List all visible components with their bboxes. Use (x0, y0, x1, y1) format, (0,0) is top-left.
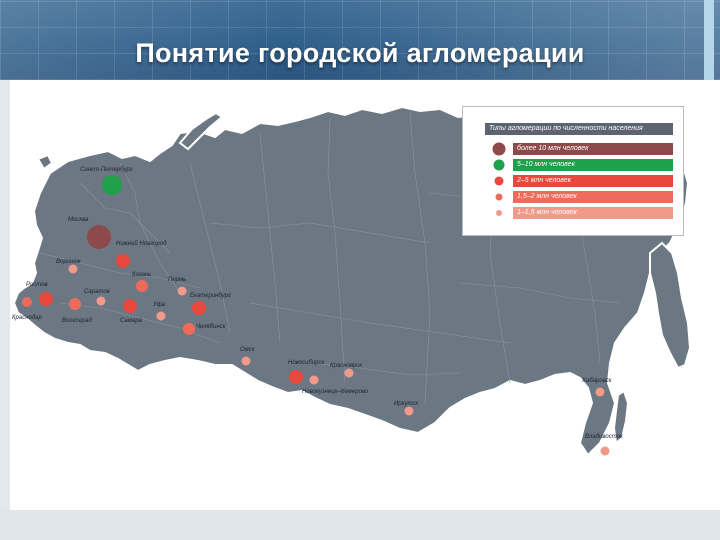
city-dot-samara[interactable] (123, 299, 137, 313)
kaliningrad-exclave (36, 153, 54, 171)
city-dot-irkutsk[interactable] (404, 406, 414, 416)
city-markers: Санкт-Петербург Москва Нижний Новгород В… (12, 167, 624, 456)
city-label-khabarovsk: Хабаровск (581, 378, 613, 384)
city-label-voronezh: Воронеж (56, 259, 82, 265)
city-label-perm: Пермь (168, 277, 186, 283)
city-dot-voronezh[interactable] (68, 264, 78, 274)
city-dot-yekaterinburg[interactable] (192, 301, 206, 315)
city-label-volgograd: Волгоград (62, 318, 92, 324)
footer-band (0, 510, 720, 540)
city-label-krasnoyarsk: Красноярск (330, 363, 363, 369)
city-dot-chelyabinsk[interactable] (183, 323, 195, 335)
city-label-vladivostok: Владивосток (585, 434, 624, 440)
legend-title: Типы агломерации по численности населени… (485, 123, 673, 135)
city-dot-kazan[interactable] (136, 280, 148, 292)
legend-dot (496, 210, 502, 216)
city-label-chelyabinsk: Челябинск (196, 324, 227, 330)
title-banner: Понятие городской агломерации (0, 0, 720, 80)
city-dot-novosibirsk[interactable] (289, 370, 303, 384)
legend-dot (493, 159, 505, 171)
sakhalin-island (612, 389, 630, 445)
legend-item-5-10m: 5–10 млн человек (485, 159, 675, 171)
city-label-saint-petersburg: Санкт-Петербург (80, 167, 133, 173)
legend-item-2-5m: 2–5 млн человек (485, 175, 675, 187)
city-dot-novokuznetsk[interactable] (309, 375, 319, 385)
city-dot-khabarovsk[interactable] (595, 387, 605, 397)
city-label-novokuznetsk: Новокузнецк–Кемерово (302, 389, 369, 395)
city-dot-saint-petersburg[interactable] (102, 175, 122, 195)
legend-item-1-5-2m: 1,5–2 млн человек (485, 191, 675, 203)
banner-accent-stripe (704, 0, 714, 80)
legend-item-label: более 10 млн человек (513, 143, 673, 155)
city-label-nizhny-novgorod: Нижний Новгород (116, 240, 167, 247)
slide-title: Понятие городской агломерации (135, 38, 585, 68)
city-dot-vladivostok[interactable] (600, 446, 610, 456)
legend-item-1-1-5m: 1–1,5 млн человек (485, 207, 675, 219)
banner-map-texture (0, 0, 720, 80)
banner-highlight (0, 0, 720, 80)
kamchatka-peninsula (649, 241, 692, 370)
city-label-moscow: Москва (68, 217, 89, 223)
city-label-omsk: Омск (240, 347, 256, 353)
city-label-kazan: Казань (132, 272, 151, 278)
legend-dot (494, 176, 504, 186)
city-label-krasnodar: Краснодар (12, 315, 43, 321)
legend-item-label: 1–1,5 млн человек (513, 207, 673, 219)
legend-item-label: 5–10 млн человек (513, 159, 673, 171)
city-label-novosibirsk: Новосибирск (288, 360, 325, 366)
city-dot-krasnodar[interactable] (22, 297, 32, 307)
city-label-ufa: Уфа (152, 302, 166, 308)
city-dot-nizhny-novgorod[interactable] (116, 254, 130, 268)
city-dot-krasnoyarsk[interactable] (344, 368, 354, 378)
legend-item-10m-plus: более 10 млн человек (485, 142, 675, 156)
city-dot-perm[interactable] (177, 286, 187, 296)
legend-dot (492, 142, 506, 156)
left-side-bar (0, 80, 10, 510)
city-label-rostov: Ростов (26, 282, 48, 288)
legend-item-label: 2–5 млн человек (513, 175, 673, 187)
legend-item-label: 1,5–2 млн человек (513, 191, 673, 203)
city-dot-volgograd[interactable] (69, 298, 81, 310)
city-dot-rostov[interactable] (39, 292, 53, 306)
map-legend: Типы агломерации по численности населени… (462, 106, 684, 236)
city-dot-saratov[interactable] (96, 296, 106, 306)
city-label-samara: Самара (120, 318, 143, 324)
city-dot-moscow[interactable] (87, 225, 111, 249)
legend-dot (495, 193, 503, 201)
city-label-irkutsk: Иркутск (394, 401, 419, 407)
city-dot-omsk[interactable] (241, 356, 251, 366)
city-label-yekaterinburg: Екатеринбург (190, 293, 231, 299)
city-dot-ufa[interactable] (156, 311, 166, 321)
city-label-saratov: Саратов (84, 289, 110, 295)
novaya-zemlya-island (178, 111, 224, 151)
